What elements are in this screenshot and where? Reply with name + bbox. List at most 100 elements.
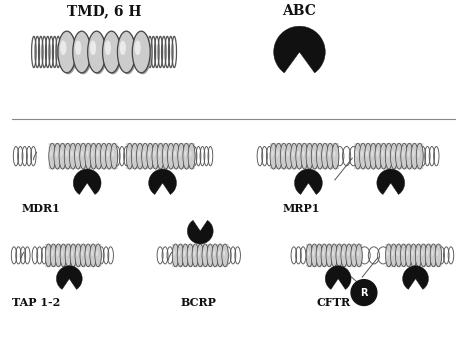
Ellipse shape (137, 144, 144, 170)
Ellipse shape (346, 244, 352, 267)
Ellipse shape (132, 31, 150, 73)
Ellipse shape (188, 143, 195, 169)
Ellipse shape (355, 144, 362, 170)
Text: R: R (360, 287, 368, 298)
Ellipse shape (391, 144, 398, 170)
Ellipse shape (405, 244, 412, 267)
Ellipse shape (276, 144, 283, 170)
Ellipse shape (188, 244, 194, 267)
Ellipse shape (366, 150, 368, 157)
Ellipse shape (142, 144, 149, 170)
Ellipse shape (322, 244, 328, 267)
Ellipse shape (402, 150, 404, 157)
Ellipse shape (142, 143, 149, 169)
Wedge shape (403, 266, 428, 289)
Ellipse shape (222, 244, 229, 267)
Ellipse shape (193, 250, 195, 256)
Ellipse shape (51, 250, 53, 256)
Ellipse shape (306, 143, 313, 169)
Ellipse shape (70, 144, 77, 170)
Text: TMD, 6 H: TMD, 6 H (67, 4, 142, 18)
Ellipse shape (431, 244, 437, 267)
Ellipse shape (198, 244, 204, 267)
Ellipse shape (172, 244, 179, 267)
Ellipse shape (331, 244, 338, 267)
Ellipse shape (396, 244, 403, 267)
Ellipse shape (75, 244, 81, 267)
Ellipse shape (152, 144, 159, 170)
Ellipse shape (174, 250, 176, 256)
Ellipse shape (333, 150, 335, 157)
Ellipse shape (328, 150, 330, 157)
Ellipse shape (401, 144, 408, 170)
Ellipse shape (285, 143, 292, 169)
Ellipse shape (51, 244, 57, 267)
Ellipse shape (64, 143, 71, 169)
Ellipse shape (60, 244, 67, 267)
Ellipse shape (107, 150, 109, 157)
Ellipse shape (134, 40, 141, 55)
Ellipse shape (50, 244, 57, 267)
Ellipse shape (410, 244, 417, 267)
Ellipse shape (356, 244, 362, 267)
Ellipse shape (297, 150, 299, 157)
Ellipse shape (332, 250, 334, 256)
Ellipse shape (332, 244, 338, 267)
Ellipse shape (212, 244, 219, 267)
Ellipse shape (336, 244, 342, 267)
Ellipse shape (313, 150, 315, 157)
Ellipse shape (80, 143, 87, 169)
Ellipse shape (168, 143, 174, 169)
Ellipse shape (134, 33, 152, 74)
Ellipse shape (119, 33, 137, 74)
Ellipse shape (412, 150, 415, 157)
Ellipse shape (406, 143, 413, 169)
Ellipse shape (317, 143, 323, 169)
Ellipse shape (157, 143, 164, 169)
Ellipse shape (213, 250, 215, 256)
Ellipse shape (322, 144, 329, 170)
Ellipse shape (208, 250, 210, 256)
Ellipse shape (168, 144, 175, 170)
Ellipse shape (407, 250, 409, 256)
Ellipse shape (296, 144, 303, 170)
Ellipse shape (397, 250, 399, 256)
Ellipse shape (192, 244, 198, 267)
Wedge shape (57, 266, 82, 289)
Ellipse shape (281, 144, 288, 170)
Ellipse shape (117, 31, 135, 73)
Ellipse shape (435, 244, 442, 267)
Ellipse shape (47, 250, 49, 256)
Ellipse shape (207, 244, 214, 267)
Ellipse shape (96, 250, 98, 256)
Ellipse shape (381, 144, 388, 170)
Ellipse shape (426, 250, 428, 256)
Ellipse shape (351, 244, 358, 267)
Ellipse shape (85, 244, 92, 267)
Ellipse shape (396, 244, 402, 267)
Ellipse shape (397, 150, 399, 157)
Ellipse shape (190, 150, 191, 157)
Ellipse shape (302, 150, 304, 157)
Ellipse shape (307, 250, 310, 256)
Ellipse shape (365, 144, 372, 170)
Ellipse shape (222, 244, 228, 267)
Ellipse shape (106, 144, 113, 170)
Ellipse shape (376, 150, 378, 157)
Ellipse shape (49, 143, 56, 169)
Ellipse shape (85, 244, 92, 267)
Ellipse shape (317, 144, 324, 170)
Ellipse shape (91, 250, 93, 256)
Ellipse shape (173, 143, 179, 169)
Ellipse shape (88, 31, 106, 73)
Ellipse shape (436, 244, 442, 267)
Ellipse shape (59, 33, 77, 74)
Ellipse shape (89, 33, 107, 74)
Ellipse shape (318, 250, 319, 256)
Ellipse shape (323, 150, 325, 157)
Ellipse shape (61, 150, 63, 157)
Ellipse shape (415, 244, 422, 267)
Ellipse shape (138, 150, 140, 157)
Ellipse shape (127, 150, 130, 157)
Ellipse shape (75, 144, 82, 170)
